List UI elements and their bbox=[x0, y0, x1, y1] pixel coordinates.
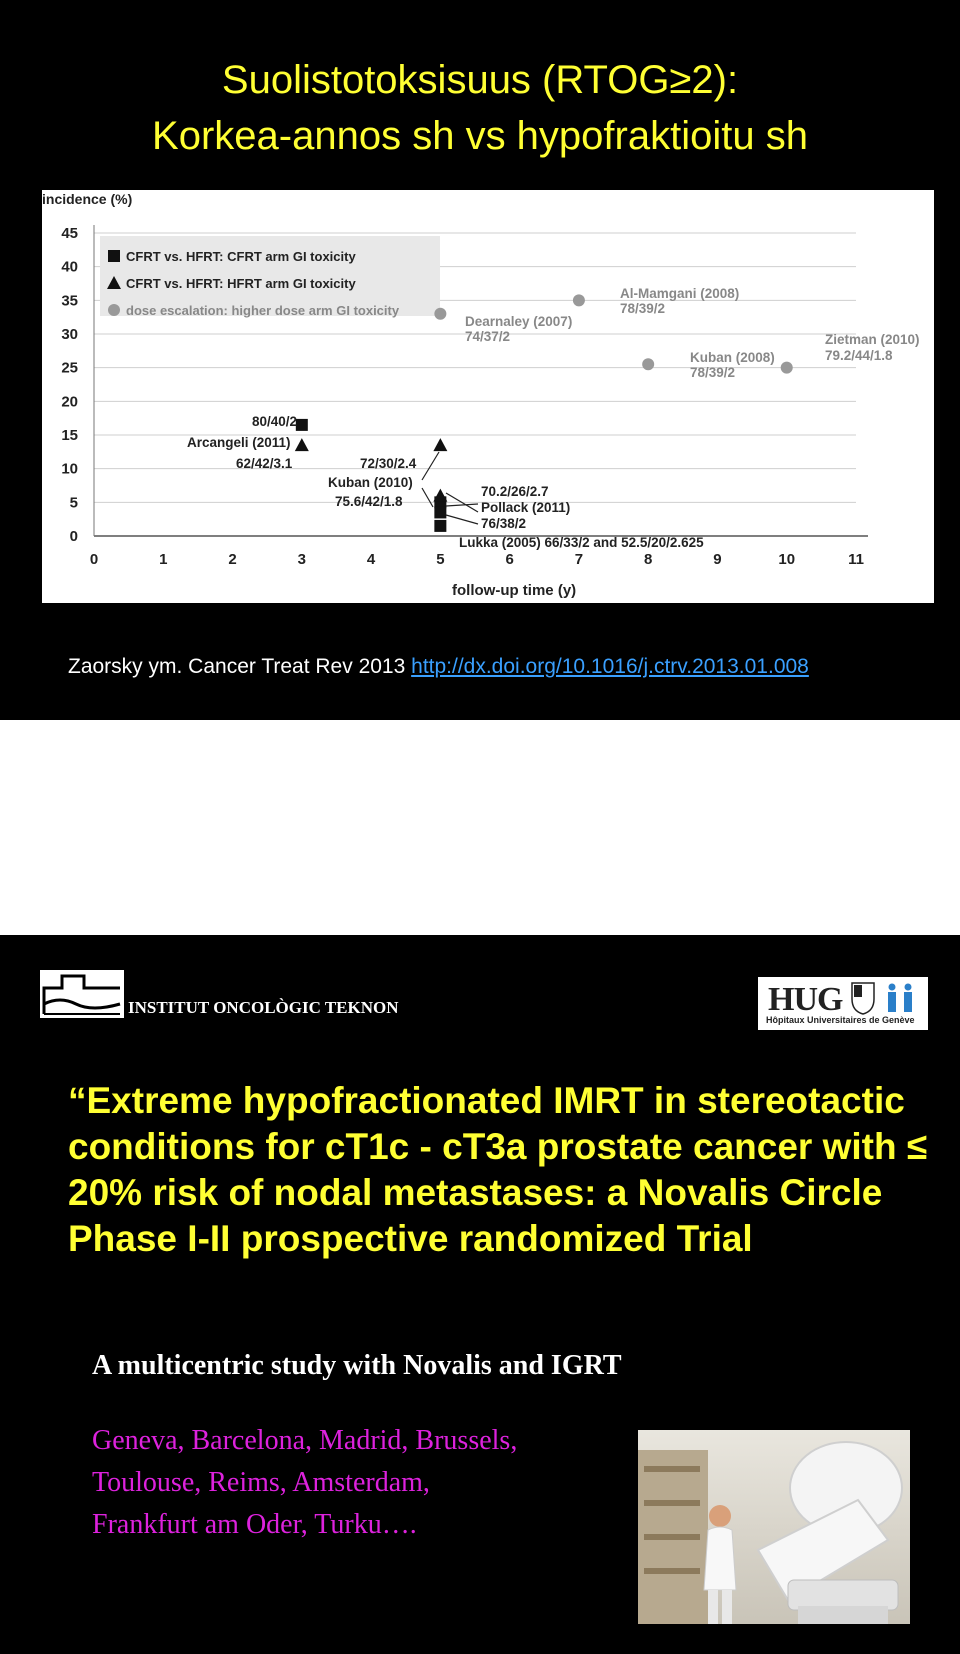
legend-entry: CFRT vs. HFRT: CFRT arm GI toxicity bbox=[126, 249, 356, 264]
x-tick-label: 6 bbox=[505, 551, 513, 568]
annotation-arrow bbox=[445, 514, 479, 525]
chart-annotation-label: Dearnaley (2007) bbox=[465, 314, 572, 329]
square-marker bbox=[434, 506, 447, 519]
chart-annotation-label: 70.2/26/2.7 bbox=[481, 484, 549, 499]
hug-logo-subtitle: Hôpitaux Universitaires de Genève bbox=[766, 1015, 915, 1025]
cities-line-1: Geneva, Barcelona, Madrid, Brussels, bbox=[92, 1425, 518, 1456]
slide-2-title: “Extreme hypofractionated IMRT in stereo… bbox=[68, 1080, 928, 1259]
y-tick-label: 15 bbox=[61, 427, 78, 444]
x-tick-label: 2 bbox=[228, 551, 236, 568]
chart-annotation-label: Zietman (2010) bbox=[825, 332, 920, 347]
y-tick-label: 30 bbox=[61, 326, 78, 343]
y-tick-label: 10 bbox=[61, 461, 78, 478]
legend-entry: CFRT vs. HFRT: HFRT arm GI toxicity bbox=[126, 276, 356, 291]
citation-doi-link[interactable]: http://dx.doi.org/10.1016/j.ctrv.2013.01… bbox=[411, 655, 809, 678]
hug-logo: HUG Hôpitaux Universitaires de Genève bbox=[758, 977, 928, 1030]
chart-annotation-label: 79.2/44/1.8 bbox=[825, 348, 893, 363]
x-axis-label: follow-up time (y) bbox=[452, 582, 576, 599]
y-tick-label: 0 bbox=[70, 528, 78, 545]
y-axis-label: incidence (%) bbox=[42, 191, 132, 207]
chart-annotation-label: Kuban (2010) bbox=[328, 475, 413, 490]
cities-list: Geneva, Barcelona, Madrid, Brussels, Tou… bbox=[92, 1420, 652, 1546]
chart-marks bbox=[294, 294, 793, 532]
legend-entry: dose escalation: higher dose arm GI toxi… bbox=[126, 303, 400, 318]
annotation-arrow bbox=[445, 503, 479, 507]
x-tick-label: 10 bbox=[778, 551, 795, 568]
chart-legend: CFRT vs. HFRT: CFRT arm GI toxicity CFRT … bbox=[100, 236, 440, 318]
square-marker bbox=[108, 250, 120, 262]
chart-annotations: 80/40/2 Arcangeli (2011) 62/42/3.1 72/30/2.… bbox=[187, 286, 920, 550]
chart-annotation-label: Arcangeli (2011) bbox=[187, 435, 291, 450]
annotation-arrow bbox=[445, 492, 479, 513]
triangle-marker bbox=[107, 276, 121, 289]
cities-line-2: Toulouse, Reims, Amsterdam, bbox=[92, 1467, 430, 1498]
x-tick-label: 0 bbox=[90, 551, 98, 568]
hug-logo-text: HUG bbox=[768, 981, 843, 1018]
slide-1-title-line-1: Suolistotoksisuus (RTOG≥2): bbox=[221, 58, 739, 102]
circle-marker bbox=[434, 307, 447, 320]
triangle-marker bbox=[433, 488, 448, 502]
circle-marker bbox=[642, 358, 655, 371]
x-tick-label: 9 bbox=[713, 551, 721, 568]
institute-name: INSTITUT ONCOLÒGIC TEKNON bbox=[128, 998, 399, 1017]
slide-2-subtitle: A multicentric study with Novalis and IG… bbox=[92, 1350, 622, 1381]
y-tick-label: 25 bbox=[61, 360, 78, 377]
x-tick-label: 7 bbox=[575, 551, 583, 568]
y-tick-label: 40 bbox=[61, 259, 78, 276]
cities-line-3: Frankfurt am Oder, Turku…. bbox=[92, 1509, 417, 1540]
triangle-marker bbox=[294, 438, 309, 452]
chart-annotation-label: 78/39/2 bbox=[620, 301, 665, 316]
annotation-arrow bbox=[421, 451, 440, 481]
toxicity-chart: 0 5 10 15 20 25 30 35 40 45 0 1 2 3 4 5 6 7 8 9 10 11 CFRT vs… bbox=[42, 190, 934, 603]
y-tick-label: 35 bbox=[61, 292, 78, 309]
x-tick-label: 1 bbox=[159, 551, 167, 568]
x-tick-label: 4 bbox=[367, 551, 376, 568]
chart-annotation-label: Lukka (2005) 66/33/2 and 52.5/20/2.625 bbox=[459, 535, 704, 550]
hug-emblem-icon bbox=[851, 982, 912, 1015]
chart-annotation-label: 75.6/42/1.8 bbox=[335, 494, 403, 509]
x-tick-label: 11 bbox=[848, 551, 864, 568]
chart-annotation-label: Kuban (2008) bbox=[690, 350, 775, 365]
annotation-arrow bbox=[421, 487, 434, 508]
square-marker bbox=[295, 418, 308, 431]
chart-annotation-label: 74/37/2 bbox=[465, 329, 510, 344]
chart-annotation-label: 78/39/2 bbox=[690, 365, 735, 380]
chart-annotation-label: 80/40/2 bbox=[252, 414, 297, 429]
square-marker bbox=[434, 519, 447, 532]
legend-background bbox=[100, 236, 440, 316]
y-tick-label: 5 bbox=[70, 494, 78, 511]
circle-marker bbox=[780, 361, 793, 374]
circle-marker bbox=[108, 304, 120, 316]
y-tick-label: 45 bbox=[61, 225, 78, 242]
citation-text: Zaorsky ym. Cancer Treat Rev 2013 bbox=[68, 655, 412, 678]
x-tick-label: 5 bbox=[436, 551, 444, 568]
teknon-logo bbox=[40, 970, 124, 1018]
citation: Zaorsky ym. Cancer Treat Rev 2013 http:/… bbox=[68, 655, 809, 679]
chart-annotation-label: Al-Mamgani (2008) bbox=[620, 286, 739, 301]
chart-annotation-label: Pollack (2011) bbox=[481, 500, 570, 515]
circle-marker bbox=[572, 294, 585, 307]
y-tick-label: 20 bbox=[61, 393, 78, 410]
chart-annotation-label: 72/30/2.4 bbox=[360, 456, 417, 471]
slide-1-title: Suolistotoksisuus (RTOG≥2): Korkea-annos… bbox=[0, 52, 960, 164]
x-tick-label: 8 bbox=[644, 551, 652, 568]
slide-1-title-line-2: Korkea-annos sh vs hypofraktioitu sh bbox=[152, 114, 808, 158]
triangle-marker bbox=[433, 438, 448, 452]
x-tick-label: 3 bbox=[298, 551, 306, 568]
chart-annotation-label: 62/42/3.1 bbox=[236, 456, 293, 471]
chart-annotation-label: 76/38/2 bbox=[481, 516, 526, 531]
novalis-room-photo bbox=[638, 1430, 910, 1624]
